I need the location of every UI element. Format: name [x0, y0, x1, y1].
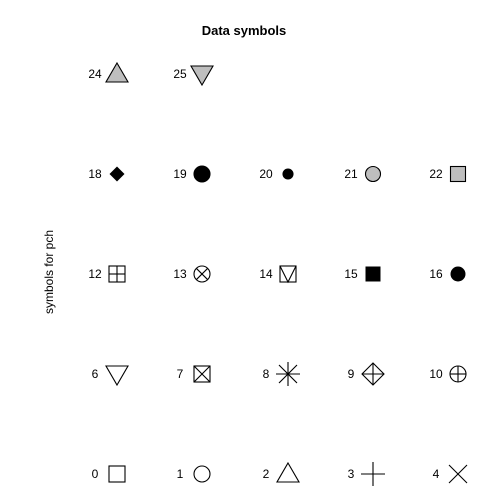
symbol-label-14: 14 [259, 267, 273, 281]
symbol-label-4: 4 [433, 467, 440, 481]
symbol-label-21: 21 [344, 167, 358, 181]
symbol-label-10: 10 [429, 367, 443, 381]
symbol-label-20: 20 [259, 167, 273, 181]
symbol-label-12: 12 [88, 267, 102, 281]
symbol-pch-19 [193, 165, 211, 183]
symbol-pch-8 [276, 362, 300, 386]
symbol-label-0: 0 [92, 467, 99, 481]
symbol-label-22: 22 [429, 167, 443, 181]
symbol-label-19: 19 [173, 167, 187, 181]
symbol-pch-7 [193, 365, 211, 383]
symbol-pch-24 [105, 61, 129, 83]
symbol-pch-14 [279, 265, 297, 284]
symbol-pch-9 [361, 362, 385, 386]
symbol-pch-16 [450, 266, 466, 282]
symbol-pch-18 [109, 166, 125, 182]
symbol-label-25: 25 [173, 67, 187, 81]
symbol-label-13: 13 [173, 267, 187, 281]
symbol-label-7: 7 [177, 367, 184, 381]
symbol-pch-3 [361, 462, 385, 486]
symbol-pch-22 [449, 165, 467, 183]
symbol-pch-0 [108, 465, 126, 483]
symbol-pch-25 [190, 65, 214, 87]
symbol-pch-13 [193, 265, 211, 283]
symbol-pch-6 [105, 365, 129, 387]
symbol-label-1: 1 [177, 467, 184, 481]
symbol-label-3: 3 [348, 467, 355, 481]
symbol-label-15: 15 [344, 267, 358, 281]
symbol-label-18: 18 [88, 167, 102, 181]
symbol-pch-21 [364, 165, 382, 183]
symbol-label-24: 24 [88, 67, 102, 81]
symbol-label-6: 6 [92, 367, 99, 381]
symbol-pch-15 [365, 266, 381, 282]
symbol-label-2: 2 [263, 467, 270, 481]
symbol-label-9: 9 [348, 367, 355, 381]
symbol-label-8: 8 [263, 367, 270, 381]
symbol-pch-10 [449, 365, 467, 383]
y-axis-label: symbols for pch [42, 230, 56, 314]
symbol-pch-4 [448, 464, 468, 484]
chart-title: Data symbols [202, 23, 287, 38]
symbol-pch-12 [108, 265, 126, 283]
symbol-pch-1 [193, 465, 211, 483]
symbol-label-16: 16 [429, 267, 443, 281]
symbol-pch-20 [282, 168, 294, 180]
symbol-pch-2 [276, 461, 300, 483]
